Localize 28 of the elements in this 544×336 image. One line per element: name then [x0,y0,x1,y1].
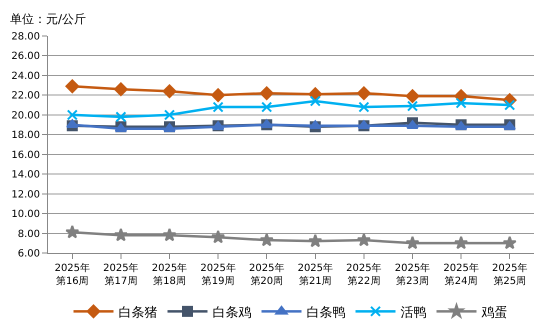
y-tick-label: 28.00 [11,32,40,42]
legend-label: 白条猪 [118,305,158,320]
y-tick-label: 8.00 [18,228,40,240]
x-tick-label: 2025年第21周 [298,262,334,287]
y-tick-label: 22.00 [11,90,40,102]
x-tick-label: 2025年第16周 [54,262,90,287]
y-tick-label: 14.00 [11,170,40,181]
y-tick-label: 20.00 [11,110,40,122]
y-tick-label: 10.00 [11,209,40,220]
y-tick-label: 6.00 [18,248,40,260]
x-tick-label: 2025年第25周 [492,262,528,287]
x-tick-label: 2025年第24周 [443,262,479,287]
legend-label: 白条鸡 [212,305,252,320]
x-tick-label: 2025年第18周 [152,262,188,287]
x-tick-label: 2025年第23周 [394,262,430,287]
x-tick-label: 2025年第20周 [248,262,284,287]
y-tick-label: 24.00 [11,70,40,82]
y-tick-label: 16.00 [11,150,40,161]
legend-label: 活鸭 [400,305,426,320]
x-tick-label: 2025年第17周 [103,262,139,287]
legend-label: 鸡蛋 [480,305,508,320]
y-tick-label: 26.00 [11,51,40,62]
y-tick-label: 12.00 [11,189,40,200]
x-tick-label: 2025年第19周 [200,262,236,287]
y-axis-title: 单位：元/公斤 [10,12,86,26]
y-tick-label: 18.00 [11,130,40,142]
legend-label: 白条鸭 [306,305,346,320]
x-tick-label: 2025年第22周 [346,262,382,287]
